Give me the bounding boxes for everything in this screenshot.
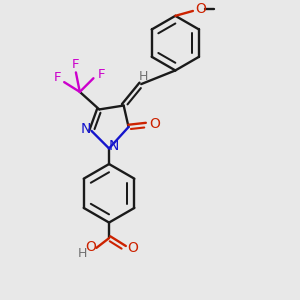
- Text: O: O: [127, 241, 138, 255]
- Text: H: H: [78, 247, 87, 260]
- Text: O: O: [149, 117, 160, 131]
- Text: F: F: [98, 68, 105, 81]
- Text: F: F: [72, 58, 80, 71]
- Text: H: H: [139, 70, 148, 83]
- Text: F: F: [54, 71, 61, 84]
- Text: N: N: [80, 122, 91, 136]
- Text: N: N: [109, 140, 119, 154]
- Text: O: O: [195, 2, 206, 16]
- Text: O: O: [85, 240, 96, 254]
